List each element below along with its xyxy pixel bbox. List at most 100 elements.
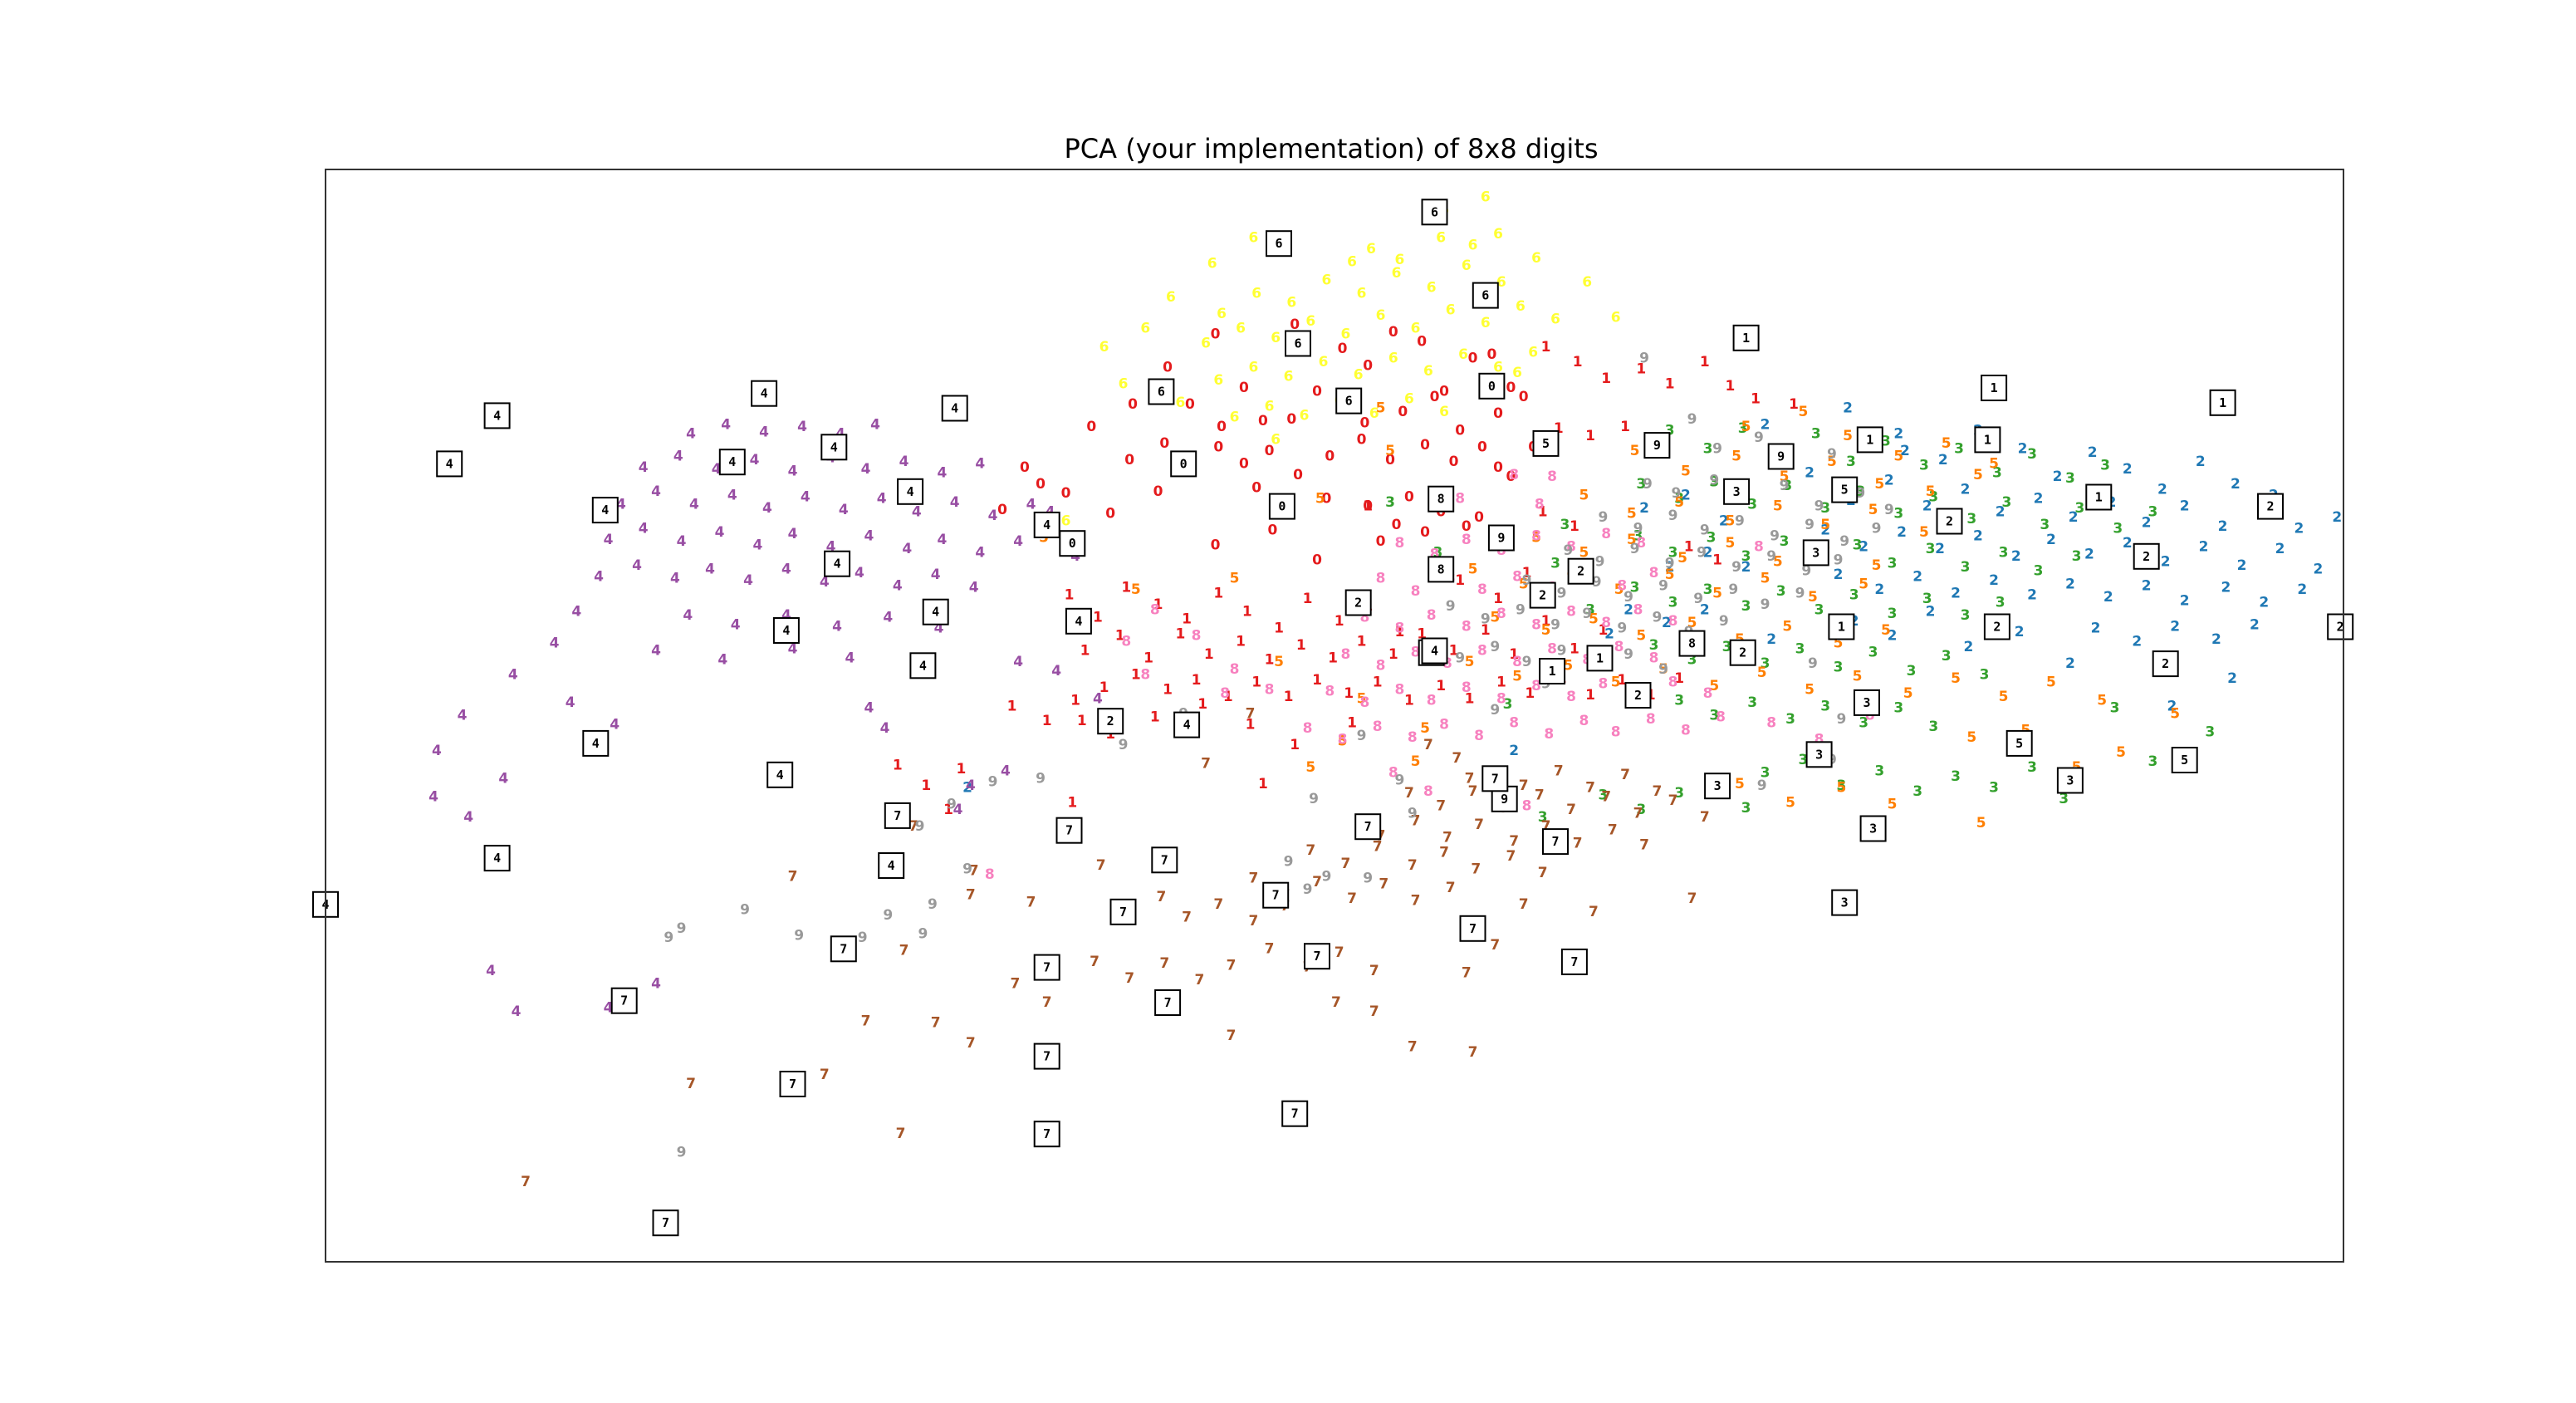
point-digit-8: 8	[1681, 722, 1691, 738]
point-digit-9: 9	[1770, 527, 1780, 544]
thumbnail-digit-4: 4	[907, 484, 914, 499]
thumbnail-digit-8: 8	[1437, 562, 1445, 576]
point-digit-1: 1	[1192, 672, 1202, 689]
point-digit-3: 3	[1795, 640, 1805, 657]
thumbnail-digit-1: 1	[2219, 395, 2226, 410]
thumbnail-frame	[1109, 898, 1137, 925]
point-digit-7: 7	[969, 863, 979, 880]
point-digit-7: 7	[1601, 789, 1611, 806]
point-digit-8: 8	[1754, 539, 1764, 556]
point-digit-3: 3	[2147, 753, 2157, 770]
thumbnail-frame	[1567, 557, 1594, 585]
point-digit-4: 4	[839, 502, 849, 518]
point-digit-9: 9	[1836, 711, 1846, 728]
point-digit-6: 6	[1611, 309, 1621, 326]
point-digit-1: 1	[1617, 672, 1627, 689]
point-digit-6: 6	[1236, 321, 1246, 337]
point-digit-5: 5	[1805, 681, 1814, 698]
point-digit-6: 6	[1446, 302, 1456, 318]
point-digit-8: 8	[1531, 616, 1541, 633]
point-digit-2: 2	[2170, 619, 2180, 635]
point-digit-8: 8	[1703, 685, 1713, 702]
point-digit-0: 0	[1020, 459, 1030, 476]
digit-thumbnail: 0	[1478, 372, 1506, 400]
point-digit-2: 2	[2237, 557, 2247, 574]
digit-thumbnail: 8	[1428, 485, 1455, 513]
point-digit-9: 9	[677, 1145, 687, 1161]
thumbnail-digit-9: 9	[1777, 449, 1785, 464]
point-digit-2: 2	[2046, 532, 2056, 548]
point-digit-4: 4	[969, 580, 979, 596]
thumbnail-digit-2: 2	[1739, 645, 1746, 660]
digit-thumbnail: 4	[941, 395, 968, 422]
point-digit-1: 1	[1153, 596, 1163, 613]
thumbnail-frame	[1065, 607, 1092, 635]
point-digit-1: 1	[1573, 354, 1583, 370]
point-digit-5: 5	[1541, 622, 1551, 639]
point-digit-7: 7	[931, 1015, 941, 1032]
point-digit-5: 5	[1919, 524, 1929, 541]
thumbnail-digit-2: 2	[1354, 596, 1362, 611]
point-digit-8: 8	[1150, 602, 1160, 619]
point-digit-4: 4	[458, 708, 468, 724]
point-digit-0: 0	[1506, 380, 1516, 396]
thumbnail-digit-3: 3	[2066, 773, 2074, 788]
point-digit-5: 5	[1741, 419, 1751, 435]
point-digit-6: 6	[1493, 360, 1503, 376]
point-digit-3: 3	[1636, 476, 1646, 493]
point-digit-5: 5	[1843, 428, 1853, 444]
thumbnail-frame	[1732, 324, 1760, 351]
point-digit-5: 5	[1305, 759, 1315, 776]
point-digit-1: 1	[1121, 580, 1131, 596]
point-digit-5: 5	[2116, 744, 2126, 761]
point-digit-7: 7	[1506, 848, 1516, 865]
digit-thumbnail: 4	[766, 761, 794, 788]
point-digit-3: 3	[2027, 759, 2037, 776]
point-digit-6: 6	[1392, 265, 1402, 282]
point-digit-1: 1	[1493, 591, 1503, 607]
point-digit-6: 6	[1357, 285, 1367, 302]
point-digit-0: 0	[1290, 316, 1300, 333]
point-digit-2: 2	[1926, 604, 1936, 621]
digit-thumbnail: 3	[1859, 815, 1887, 842]
point-digit-5: 5	[1589, 611, 1599, 628]
point-digit-5: 5	[1712, 585, 1722, 601]
thumbnail-digit-4: 4	[834, 557, 841, 572]
digit-thumbnail: 1	[1586, 645, 1614, 672]
point-digit-2: 2	[2142, 578, 2152, 595]
point-digit-1: 1	[893, 758, 903, 774]
point-digit-7: 7	[1340, 856, 1350, 872]
thumbnail-frame	[1472, 282, 1499, 309]
point-digit-8: 8	[1388, 765, 1398, 782]
point-digit-1: 1	[1620, 419, 1630, 435]
point-digit-8: 8	[1265, 681, 1275, 698]
thumbnail-frame	[1266, 230, 1292, 258]
point-digit-3: 3	[1649, 637, 1659, 654]
point-digit-4: 4	[883, 609, 893, 625]
thumbnail-frame	[1532, 429, 1560, 457]
point-digit-9: 9	[1394, 773, 1404, 789]
thumbnail-frame	[1285, 330, 1311, 357]
point-digit-3: 3	[2027, 446, 2037, 463]
point-digit-3: 3	[2205, 724, 2215, 741]
thumbnail-frame	[2005, 729, 2033, 757]
point-digit-4: 4	[912, 503, 922, 520]
point-digit-0: 0	[1493, 405, 1503, 422]
point-digit-4: 4	[673, 449, 683, 465]
digit-thumbnail: 1	[1732, 324, 1760, 351]
point-digit-0: 0	[1385, 452, 1395, 468]
point-digit-6: 6	[1462, 258, 1472, 274]
thumbnail-frame	[1767, 443, 1795, 470]
digit-thumbnail: 7	[610, 987, 638, 1014]
point-digit-1: 1	[1449, 643, 1459, 660]
point-digit-9: 9	[1814, 498, 1824, 515]
point-digit-3: 3	[1928, 489, 1938, 506]
point-digit-4: 4	[550, 635, 560, 652]
point-digit-1: 1	[1223, 689, 1233, 705]
digit-thumbnail: 0	[1170, 450, 1197, 478]
thumbnail-frame	[2257, 493, 2284, 520]
thumbnail-digit-4: 4	[1183, 718, 1191, 733]
point-digit-7: 7	[1452, 750, 1462, 767]
point-digit-2: 2	[1805, 465, 1814, 482]
